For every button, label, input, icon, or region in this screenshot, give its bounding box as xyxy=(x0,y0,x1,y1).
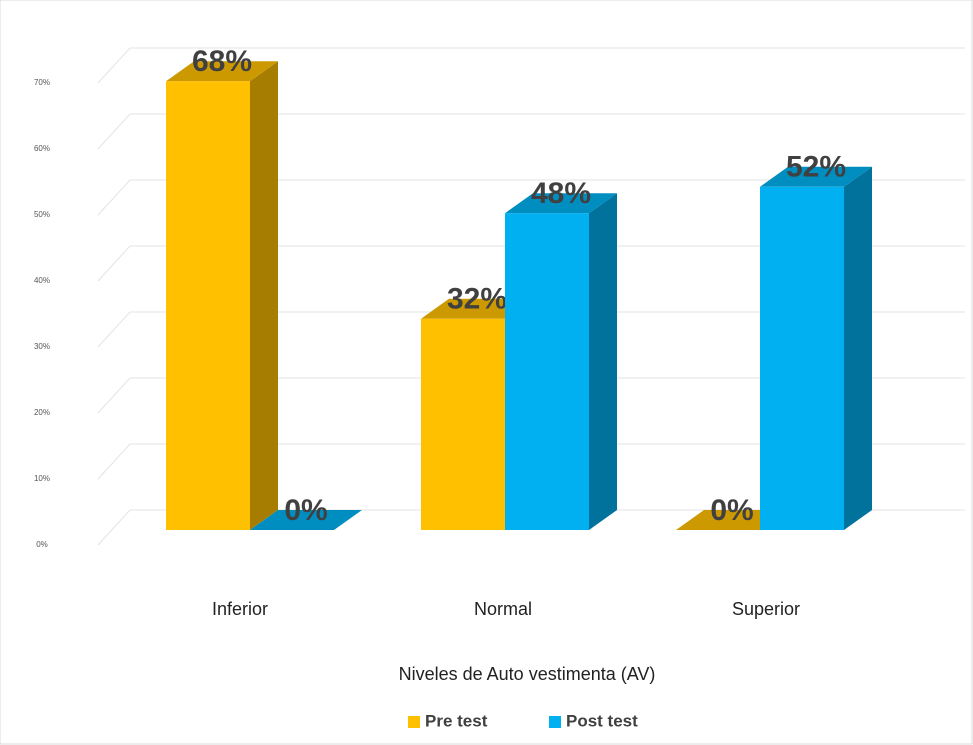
y-tick-label: 20% xyxy=(34,408,50,417)
bar xyxy=(421,318,505,530)
x-tick-label: Inferior xyxy=(212,599,268,619)
grid-line xyxy=(97,509,131,546)
value-label: 48% xyxy=(531,177,591,210)
value-label: 32% xyxy=(447,283,507,316)
grid-line xyxy=(97,245,131,282)
bar-top xyxy=(760,166,872,187)
bar-side xyxy=(589,193,617,530)
bar-side xyxy=(844,166,872,531)
legend-swatch xyxy=(549,716,561,728)
grid-line xyxy=(97,443,131,480)
bar-side xyxy=(250,61,278,530)
bar-top xyxy=(166,61,278,82)
grid-line xyxy=(97,113,131,150)
grid-line xyxy=(97,47,131,84)
bar xyxy=(505,213,589,530)
y-tick-label: 10% xyxy=(34,474,50,483)
legend-label: Pre test xyxy=(425,711,488,730)
legend-label: Post test xyxy=(566,711,638,730)
x-axis-title: Niveles de Auto vestimenta (AV) xyxy=(399,664,656,684)
y-tick-label: 50% xyxy=(34,210,50,219)
legend-swatch xyxy=(408,716,420,728)
y-tick-label: 70% xyxy=(34,78,50,87)
x-tick-label: Normal xyxy=(474,599,532,619)
grid-line xyxy=(97,179,131,216)
value-label: 52% xyxy=(786,151,846,184)
grid-line xyxy=(97,311,131,348)
y-tick-label: 30% xyxy=(34,342,50,351)
y-tick-label: 60% xyxy=(34,144,50,153)
y-tick-label: 0% xyxy=(36,540,48,549)
y-tick-label: 40% xyxy=(34,276,50,285)
value-label: 0% xyxy=(284,494,327,527)
x-tick-label: Superior xyxy=(732,599,800,619)
bar-top xyxy=(250,510,362,530)
value-label: 0% xyxy=(710,494,753,527)
bar-top xyxy=(505,193,617,214)
value-label: 68% xyxy=(192,45,252,78)
grid-line xyxy=(97,377,131,414)
bar xyxy=(760,186,844,531)
bar xyxy=(166,81,250,530)
